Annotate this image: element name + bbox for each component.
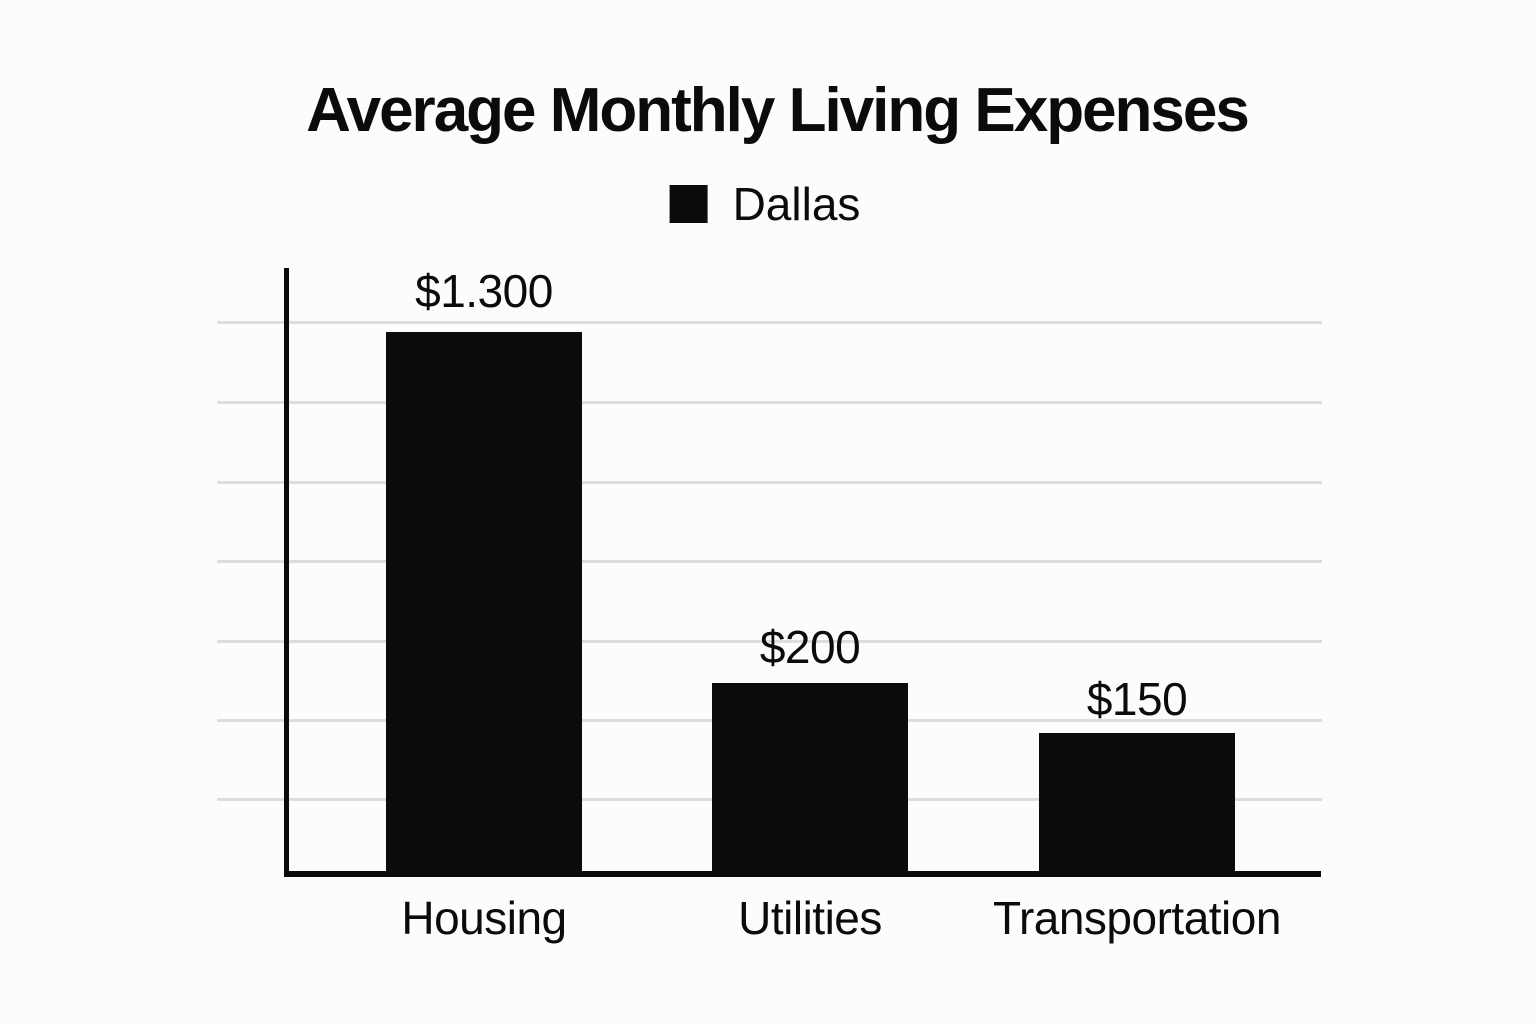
gridline [217, 321, 1322, 324]
bar-utilities [712, 683, 908, 871]
bar-housing [386, 332, 582, 871]
gridline [217, 560, 1322, 563]
legend-label-dallas: Dallas [732, 178, 861, 230]
value-label-housing: $1.300 [415, 265, 553, 317]
bar-transportation [1039, 733, 1235, 871]
legend-swatch-dallas [669, 185, 708, 223]
value-label-utilities: $200 [759, 621, 861, 673]
legend: Dallas [669, 178, 861, 230]
chart-title: Average Monthly Living Expenses [306, 76, 1250, 145]
gridline [217, 401, 1322, 404]
category-label-utilities: Utilities [738, 892, 882, 944]
gridline [217, 640, 1322, 643]
value-label-transportation: $150 [1086, 673, 1188, 725]
y-axis-line [284, 268, 289, 877]
category-label-housing: Housing [401, 892, 567, 944]
category-label-transportation: Transportation [993, 892, 1281, 944]
x-axis-line [284, 871, 1321, 877]
gridline [217, 481, 1322, 484]
